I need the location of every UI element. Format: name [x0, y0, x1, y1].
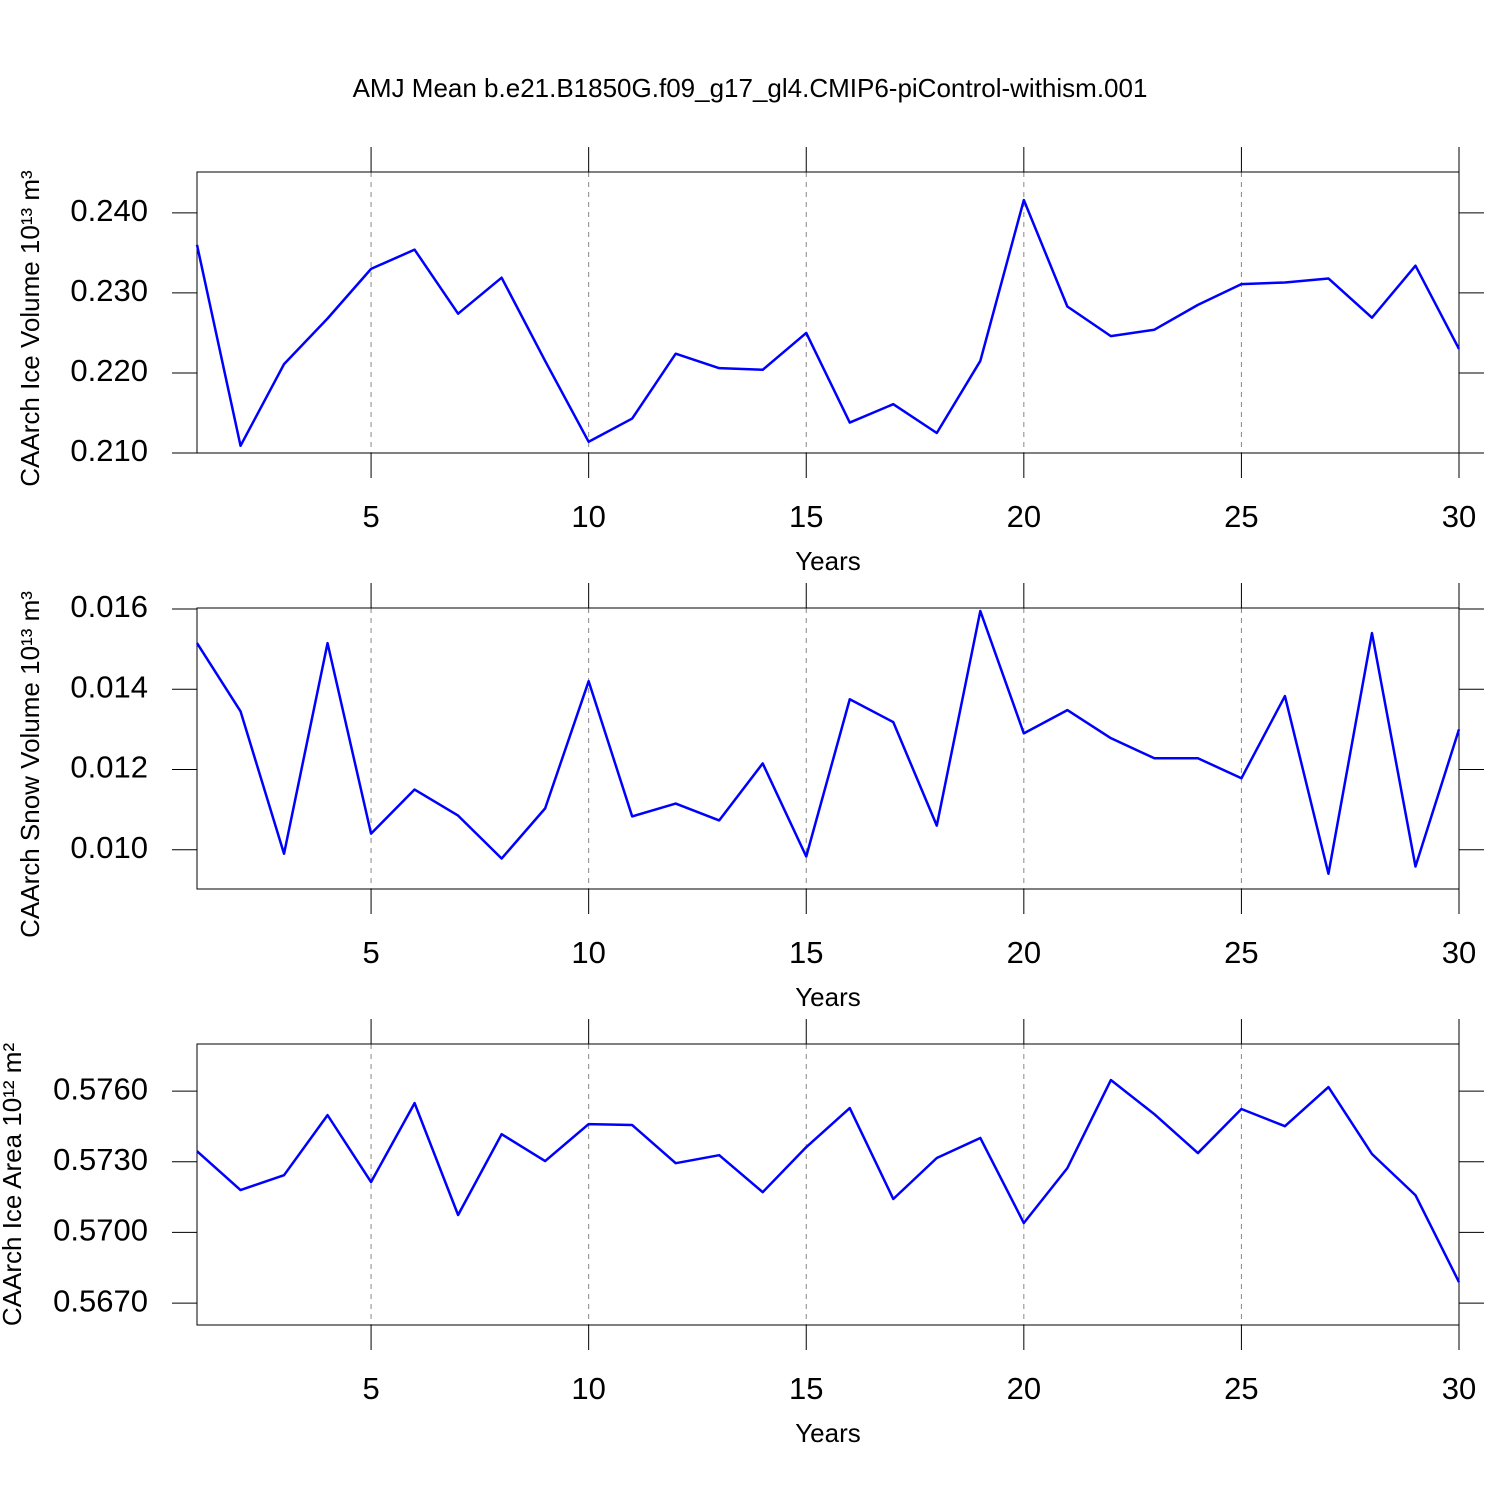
y-tick-label: 0.230: [70, 273, 148, 308]
y-tick-label: 0.010: [70, 830, 148, 865]
data-line: [195, 198, 1461, 448]
y-tick-label: 0.210: [70, 433, 148, 468]
x-tick-label: 5: [362, 1371, 379, 1406]
x-tick-label: 15: [789, 499, 823, 534]
y-tick-label: 0.5700: [53, 1213, 148, 1248]
x-tick-label: 10: [571, 499, 605, 534]
x-tick-label: 30: [1442, 935, 1476, 970]
y-tick-label: 0.012: [70, 750, 148, 785]
y-tick-label: 0.014: [70, 669, 148, 704]
x-tick-label: 20: [1007, 1371, 1041, 1406]
y-axis-label: CAArch Snow Volume 10¹³ m³: [15, 591, 45, 938]
y-tick-label: 0.5730: [53, 1142, 148, 1177]
x-axis-label: Years: [795, 546, 861, 576]
y-tick-label: 0.016: [70, 589, 148, 624]
x-tick-label: 15: [789, 1371, 823, 1406]
x-tick-label: 10: [571, 1371, 605, 1406]
x-tick-label: 25: [1224, 935, 1258, 970]
x-tick-label: 25: [1224, 499, 1258, 534]
chart-title: AMJ Mean b.e21.B1850G.f09_g17_gl4.CMIP6-…: [353, 73, 1148, 103]
y-tick-label: 0.240: [70, 193, 148, 228]
y-axis-label: CAArch Ice Area 10¹² m²: [0, 1043, 27, 1327]
x-tick-label: 30: [1442, 1371, 1476, 1406]
x-tick-label: 15: [789, 935, 823, 970]
y-tick-label: 0.5670: [53, 1283, 148, 1318]
x-axis-label: Years: [795, 1418, 861, 1448]
plot-frame: [196, 607, 1460, 890]
x-tick-label: 10: [571, 935, 605, 970]
x-tick-label: 20: [1007, 499, 1041, 534]
x-tick-label: 25: [1224, 1371, 1258, 1406]
x-axis-label: Years: [795, 982, 861, 1012]
plot-frame: [196, 1043, 1460, 1326]
x-tick-label: 20: [1007, 935, 1041, 970]
plot-frame: [196, 171, 1460, 454]
x-tick-label: 5: [362, 935, 379, 970]
data-line: [196, 1078, 1461, 1283]
x-tick-label: 5: [362, 499, 379, 534]
y-axis-label: CAArch Ice Volume 10¹³ m³: [15, 170, 45, 487]
y-tick-label: 0.5760: [53, 1071, 148, 1106]
y-tick-label: 0.220: [70, 353, 148, 388]
x-tick-label: 30: [1442, 499, 1476, 534]
data-line: [195, 609, 1461, 876]
